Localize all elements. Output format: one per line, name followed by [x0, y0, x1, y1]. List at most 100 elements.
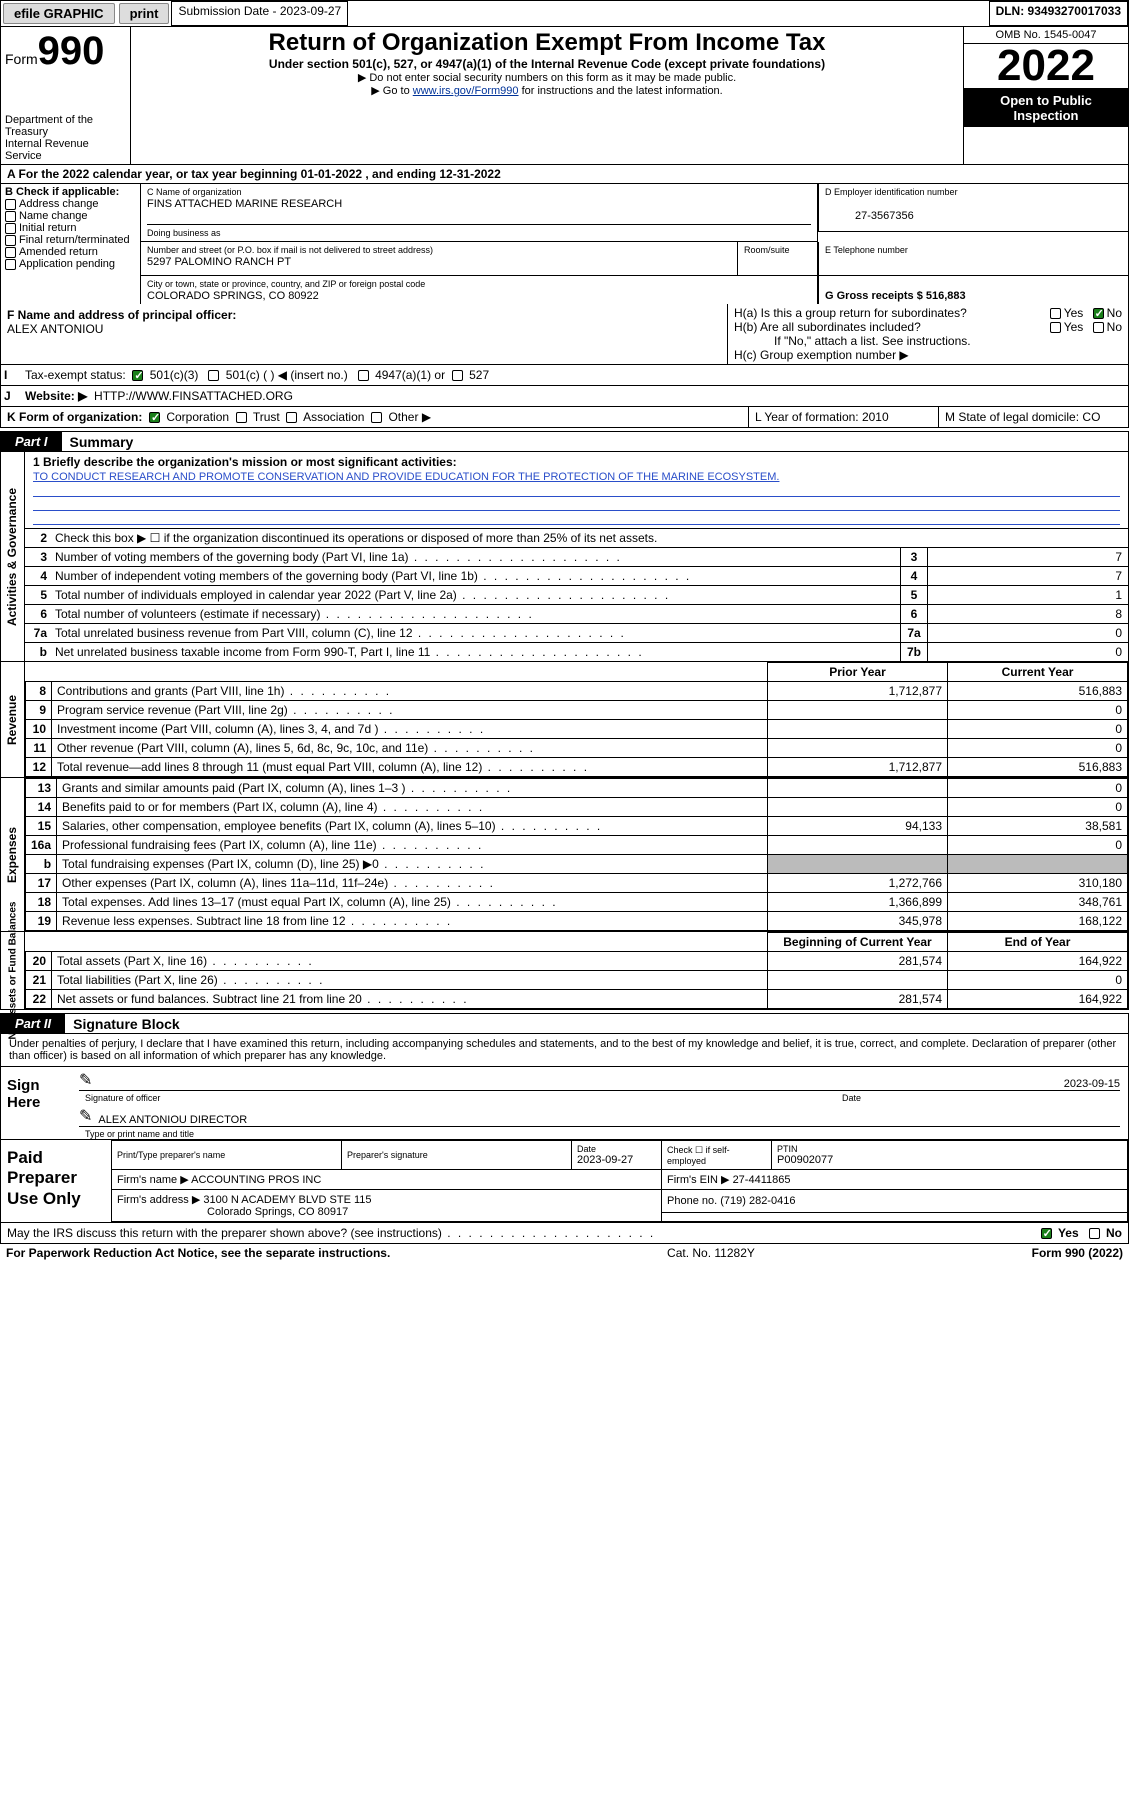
- ha-yes[interactable]: [1050, 308, 1061, 319]
- m-state: M State of legal domicile: CO: [938, 407, 1128, 427]
- table-row: 18Total expenses. Add lines 13–17 (must …: [26, 893, 1128, 912]
- sign-date: 2023-09-15: [1064, 1078, 1120, 1090]
- ptin: P00902077: [777, 1154, 833, 1166]
- col-prior: Prior Year: [768, 663, 948, 682]
- part-i-header: Part I Summary: [0, 431, 1129, 452]
- col-current: Current Year: [948, 663, 1128, 682]
- perjury-declaration: Under penalties of perjury, I declare th…: [0, 1034, 1129, 1067]
- ptin-label: PTIN: [777, 1144, 1122, 1154]
- table-row: 21Total liabilities (Part X, line 26)0: [26, 971, 1128, 990]
- checkbox[interactable]: [5, 199, 16, 210]
- print-button[interactable]: print: [119, 3, 170, 24]
- table-row: 20Total assets (Part X, line 16)281,5741…: [26, 952, 1128, 971]
- mission-q: 1 Briefly describe the organization's mi…: [33, 455, 457, 469]
- discuss-row: May the IRS discuss this return with the…: [0, 1223, 1129, 1244]
- header-right: OMB No. 1545-0047 2022 Open to Public In…: [963, 27, 1128, 164]
- col-end: End of Year: [948, 933, 1128, 952]
- officer-signature-line[interactable]: ✎ 2023-09-15: [79, 1069, 1120, 1091]
- checkbox[interactable]: [5, 235, 16, 246]
- firm-addr: 3100 N ACADEMY BLVD STE 115: [203, 1194, 371, 1206]
- hb-no[interactable]: [1093, 322, 1104, 333]
- submission-date: Submission Date - 2023-09-27: [171, 1, 348, 26]
- summary-row: 6Total number of volunteers (estimate if…: [25, 604, 1128, 623]
- room-label: Room/suite: [744, 245, 790, 255]
- checkbox[interactable]: [5, 211, 16, 222]
- h-b-note: If "No," attach a list. See instructions…: [734, 334, 1122, 348]
- phone-label: Phone no.: [667, 1195, 717, 1207]
- open-inspection: Open to Public Inspection: [964, 89, 1128, 127]
- irs-link[interactable]: www.irs.gov/Form990: [413, 85, 519, 97]
- table-row: 10Investment income (Part VIII, column (…: [26, 720, 1128, 739]
- dept-treasury: Department of the Treasury: [5, 114, 126, 138]
- checkbox[interactable]: [5, 259, 16, 270]
- paperwork-notice: For Paperwork Reduction Act Notice, see …: [6, 1246, 390, 1260]
- expenses-table: 13Grants and similar amounts paid (Part …: [25, 778, 1128, 931]
- box-b-item: Name change: [5, 210, 136, 222]
- part-i-title: Summary: [62, 434, 134, 450]
- sign-here-label: Sign Here: [1, 1067, 71, 1139]
- note-ssn: ▶ Do not enter social security numbers o…: [137, 71, 957, 84]
- summary-row: 5Total number of individuals employed in…: [25, 585, 1128, 604]
- vlabel-governance: Activities & Governance: [1, 452, 25, 661]
- row-k: K Form of organization: Corporation Trus…: [1, 407, 748, 427]
- table-row: 17Other expenses (Part IX, column (A), l…: [26, 874, 1128, 893]
- discuss-no[interactable]: [1089, 1228, 1100, 1239]
- firm-addr-label: Firm's address ▶: [117, 1194, 200, 1206]
- box-c: C Name of organization FINS ATTACHED MAR…: [141, 184, 1128, 304]
- pen-icon: ✎: [79, 1070, 92, 1090]
- summary-row: bNet unrelated business taxable income f…: [25, 642, 1128, 661]
- d-ein: 27-3567356: [825, 210, 914, 222]
- firm-addr2: Colorado Springs, CO 80917: [117, 1206, 348, 1218]
- row-i-label: I: [1, 365, 19, 385]
- form-id-block: Form990 Department of the Treasury Inter…: [1, 27, 131, 164]
- date-cap: Date: [828, 1093, 1128, 1103]
- i-501c[interactable]: [208, 370, 219, 381]
- note-link: ▶ Go to www.irs.gov/Form990 for instruct…: [137, 84, 957, 97]
- firm-phone: (719) 282-0416: [720, 1195, 795, 1207]
- form-word: Form: [5, 51, 38, 67]
- header-center: Return of Organization Exempt From Incom…: [131, 27, 963, 164]
- table-row: 9Program service revenue (Part VIII, lin…: [26, 701, 1128, 720]
- table-row: 19Revenue less expenses. Subtract line 1…: [26, 912, 1128, 931]
- hb-yes[interactable]: [1050, 322, 1061, 333]
- prep-name-label: Print/Type preparer's name: [117, 1150, 336, 1160]
- k-corp[interactable]: [149, 412, 160, 423]
- k-trust[interactable]: [236, 412, 247, 423]
- checkbox[interactable]: [5, 223, 16, 234]
- addr-label: Number and street (or P.O. box if mail i…: [147, 245, 433, 255]
- irs-label: Internal Revenue Service: [5, 138, 126, 162]
- table-row: 12Total revenue—add lines 8 through 11 (…: [26, 758, 1128, 777]
- netassets-table: Beginning of Current Year End of Year 20…: [25, 932, 1128, 1009]
- mission-block: 1 Briefly describe the organization's mi…: [25, 452, 1128, 528]
- org-name: FINS ATTACHED MARINE RESEARCH: [147, 198, 342, 210]
- summary-row: 7aTotal unrelated business revenue from …: [25, 623, 1128, 642]
- i-527[interactable]: [452, 370, 463, 381]
- form-footer: Form 990 (2022): [1032, 1246, 1123, 1260]
- row-j-label: J: [1, 386, 19, 406]
- discuss-yes[interactable]: [1041, 1228, 1052, 1239]
- table-row: 22Net assets or fund balances. Subtract …: [26, 990, 1128, 1009]
- officer-cap: Signature of officer: [71, 1093, 828, 1103]
- summary-row: 3Number of voting members of the governi…: [25, 547, 1128, 566]
- box-b-title: B Check if applicable:: [5, 186, 136, 198]
- ein-label: Firm's EIN ▶: [667, 1174, 730, 1186]
- h-a: H(a) Is this a group return for subordin…: [734, 306, 967, 320]
- e-phone-label: E Telephone number: [825, 245, 908, 255]
- table-row: 11Other revenue (Part VIII, column (A), …: [26, 739, 1128, 758]
- l-year: L Year of formation: 2010: [748, 407, 938, 427]
- prep-date-label: Date: [577, 1144, 656, 1154]
- part-ii-title: Signature Block: [65, 1016, 180, 1032]
- city-label: City or town, state or province, country…: [147, 279, 425, 289]
- k-other[interactable]: [371, 412, 382, 423]
- firm-name: ACCOUNTING PROS INC: [191, 1174, 321, 1186]
- efile-button[interactable]: efile GRAPHIC: [3, 3, 115, 24]
- part-i-tag: Part I: [1, 432, 62, 451]
- k-assoc[interactable]: [286, 412, 297, 423]
- i-4947[interactable]: [358, 370, 369, 381]
- box-h: H(a) Is this a group return for subordin…: [728, 304, 1128, 364]
- ha-no[interactable]: [1093, 308, 1104, 319]
- i-501c3[interactable]: [132, 370, 143, 381]
- officer-name-line: ✎ ALEX ANTONIOU DIRECTOR: [79, 1105, 1120, 1127]
- topbar: efile GRAPHIC print Submission Date - 20…: [0, 0, 1129, 27]
- checkbox[interactable]: [5, 247, 16, 258]
